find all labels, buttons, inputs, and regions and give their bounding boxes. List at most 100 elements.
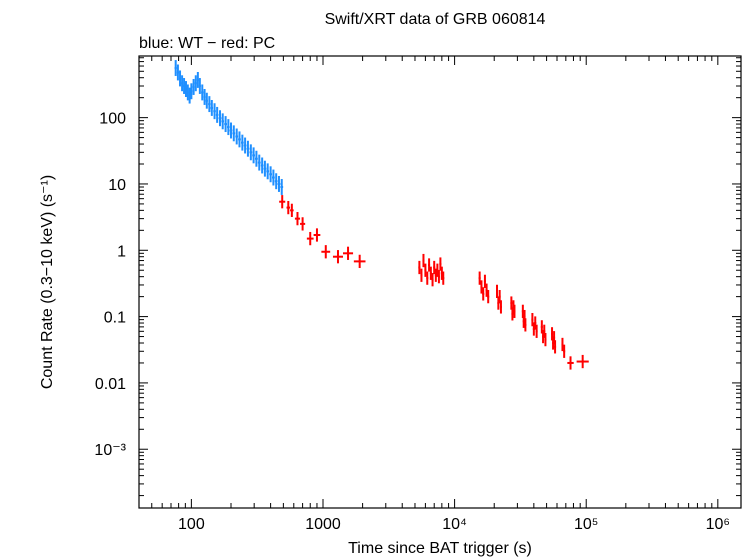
data-point [554,340,557,354]
data-point [274,173,278,190]
data-point [496,284,499,299]
data-point [510,296,513,310]
x-tick-label: 10⁶ [706,516,730,533]
y-tick-label: 1 [117,243,126,260]
data-point [544,332,547,347]
data-point [186,84,189,101]
data-point [255,150,258,167]
x-tick-label: 1000 [305,516,341,533]
data-point [321,245,331,259]
data-point [252,147,255,164]
data-point [272,169,275,186]
data-point [439,257,442,271]
data-point [513,304,516,318]
data-point [198,78,201,94]
data-point [210,99,214,116]
data-point [353,254,366,269]
data-point [543,324,546,338]
data-point [257,154,261,171]
x-tick-label: 10⁴ [442,516,467,533]
data-point [174,60,177,76]
data-point [437,270,440,284]
data-point [428,258,431,272]
data-point [224,116,227,133]
data-point [487,290,490,304]
series-wt [174,60,284,195]
data-point [229,122,233,139]
data-point [203,89,206,105]
data-point [540,320,543,334]
data-point [535,324,538,338]
data-point [420,268,423,282]
data-point [567,356,574,370]
data-point [240,134,244,151]
y-tick-label: 10 [108,177,126,194]
data-point [290,203,294,217]
data-point [208,96,211,113]
data-point [179,70,182,87]
data-point [205,92,208,109]
data-point [433,260,436,275]
data-point [232,125,236,142]
data-point [343,246,354,260]
data-point [313,228,321,242]
data-point [266,163,270,180]
data-point [238,131,241,148]
data-point [246,140,250,157]
y-axis-label: Count Rate (0.3−10 keV) (s⁻¹) [39,175,56,389]
data-point [426,271,429,285]
data-point [176,64,179,81]
data-point [181,75,184,92]
data-point [563,344,566,358]
data-point [429,266,432,280]
data-point [422,253,425,268]
data-point [576,354,589,369]
data-point [196,71,199,88]
data-point [482,287,485,301]
data-point [218,110,222,127]
y-tick-label: 100 [99,111,126,128]
data-point [277,176,281,192]
data-point [235,128,239,145]
data-point [279,195,286,209]
data-point [249,144,253,161]
data-point [188,87,191,104]
series-pc [279,195,589,370]
data-point [551,327,554,341]
data-point [431,273,434,287]
x-tick-label: 10⁵ [574,516,598,533]
data-point [294,212,301,226]
x-tick-label: 100 [178,516,205,533]
data-point [269,166,273,183]
data-point [511,307,514,321]
data-point [183,78,186,94]
data-point [306,231,314,246]
data-point [190,83,193,100]
data-point [184,81,187,97]
data-point [498,290,501,304]
data-point [480,280,483,294]
data-point [201,84,204,101]
data-point [300,217,306,231]
x-tick-labels: 100 1000 10⁴ 10⁵ 10⁶ [178,516,730,533]
data-point [260,157,264,174]
y-tick-label: 0.01 [95,376,126,393]
data-point [534,316,537,330]
data-point [424,263,427,277]
data-point [499,300,502,314]
data-point [332,250,344,264]
y-tick-labels: 100 10 1 0.1 0.01 10⁻³ [94,111,126,460]
data-point [221,113,225,130]
x-axis-label: Time since BAT trigger (s) [348,540,532,557]
data-point [280,179,284,195]
data-point [524,318,527,332]
data-point [263,160,267,177]
y-tick-label: 0.1 [104,310,126,327]
data-point [243,137,247,154]
data-point [418,260,421,275]
data-point [442,271,445,285]
axis-ticks [138,56,741,508]
data-point [194,75,197,92]
data-point [561,337,564,352]
